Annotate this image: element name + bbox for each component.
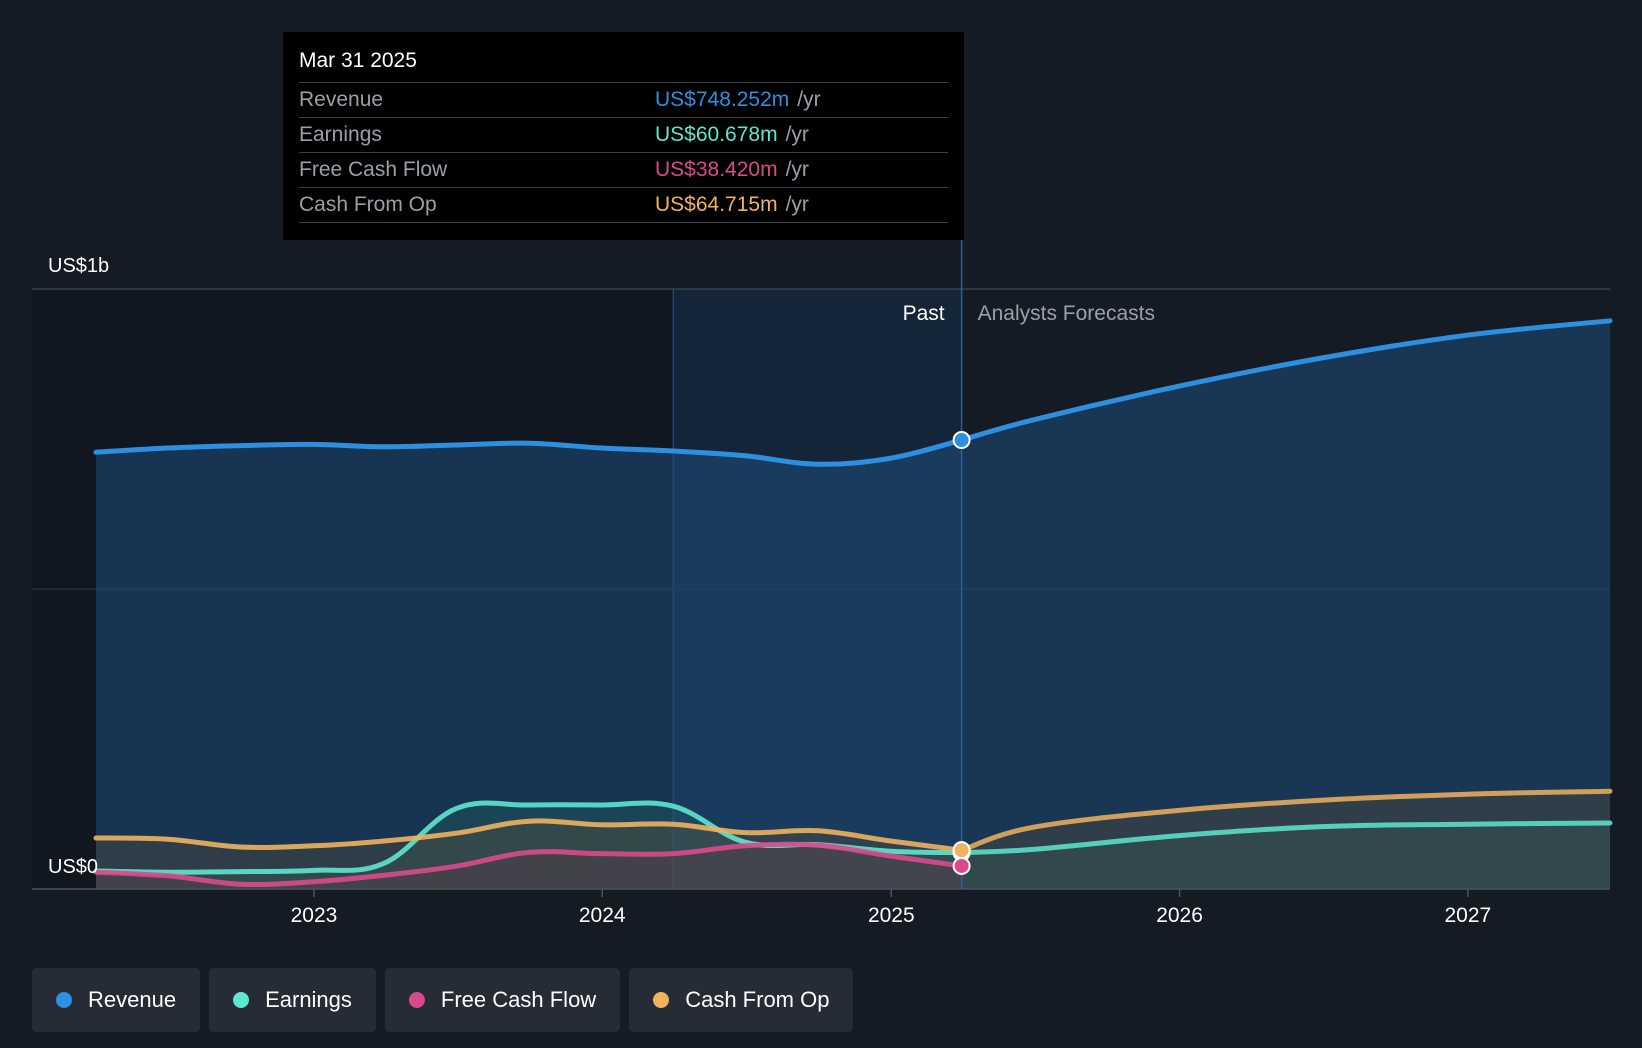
revenue-forecast-line [959,318,1613,443]
tooltip-value: US$38.420m [655,158,778,181]
chart-legend: Revenue Earnings Free Cash Flow Cash Fro… [32,968,854,1032]
legend-dot-icon [408,992,425,1008]
revenue-line [93,437,965,467]
tooltip-row-revenue: Revenue US$748.252m /yr [299,82,948,117]
tooltip-unit: /yr [785,193,809,216]
legend-label: Revenue [88,987,177,1012]
earnings-area [96,802,1610,889]
tooltip-row-free-cash-flow: Free Cash Flow US$38.420m /yr [299,152,948,187]
legend-item-cash-from-op[interactable]: Cash From Op [629,968,854,1032]
free-cash-flow-area [96,844,962,889]
tooltip-unit: /yr [785,123,809,146]
cash-from-op-marker [952,841,971,860]
tooltip-row-cash-from-op: Cash From Op US$64.715m /yr [299,187,948,223]
legend-label: Earnings [265,987,352,1012]
earnings-forecast-line [959,820,1613,856]
tooltip-label: Earnings [299,123,382,146]
tooltip-value: US$64.715m [655,193,778,216]
x-tick-label: 2027 [1444,904,1491,927]
tooltip-row-earnings: Earnings US$60.678m /yr [299,117,948,152]
tooltip-value: US$748.252m [655,88,790,111]
legend-item-earnings[interactable]: Earnings [209,968,376,1032]
legend-item-revenue[interactable]: Revenue [32,968,201,1032]
x-tick-label: 2025 [868,904,915,927]
revenue-area [96,320,1610,889]
x-tick-label: 2026 [1156,904,1203,927]
free-cash-flow-line [93,841,965,888]
x-tick-label: 2023 [291,904,338,927]
free-cash-flow-marker [952,856,971,875]
chart-tooltip: Mar 31 2025 Revenue US$748.252m /yr Earn… [283,32,964,240]
legend-label: Cash From Op [685,987,830,1012]
x-tick-label: 2024 [579,904,626,927]
tooltip-label: Revenue [299,88,384,111]
legend-dot-icon [233,992,250,1008]
past-label: Past [903,302,945,325]
y-tick-label: US$1b [48,255,109,277]
revenue-marker [952,431,971,450]
tooltip-value: US$60.678m [655,123,778,146]
forecast-label: Analysts Forecasts [978,302,1155,325]
tooltip-date: Mar 31 2025 [299,49,417,72]
legend-label: Free Cash Flow [440,987,597,1012]
y-tick-label: US$0 [48,856,98,878]
legend-item-free-cash-flow[interactable]: Free Cash Flow [384,968,621,1032]
legend-dot-icon [56,992,72,1008]
tooltip-unit: /yr [797,88,821,111]
cash-from-op-line [93,818,965,853]
legend-dot-icon [653,992,670,1008]
tooltip-unit: /yr [785,158,809,181]
cash-from-op-forecast-line [959,788,1613,853]
tooltip-label: Cash From Op [299,193,437,216]
tooltip-label: Free Cash Flow [299,158,448,181]
